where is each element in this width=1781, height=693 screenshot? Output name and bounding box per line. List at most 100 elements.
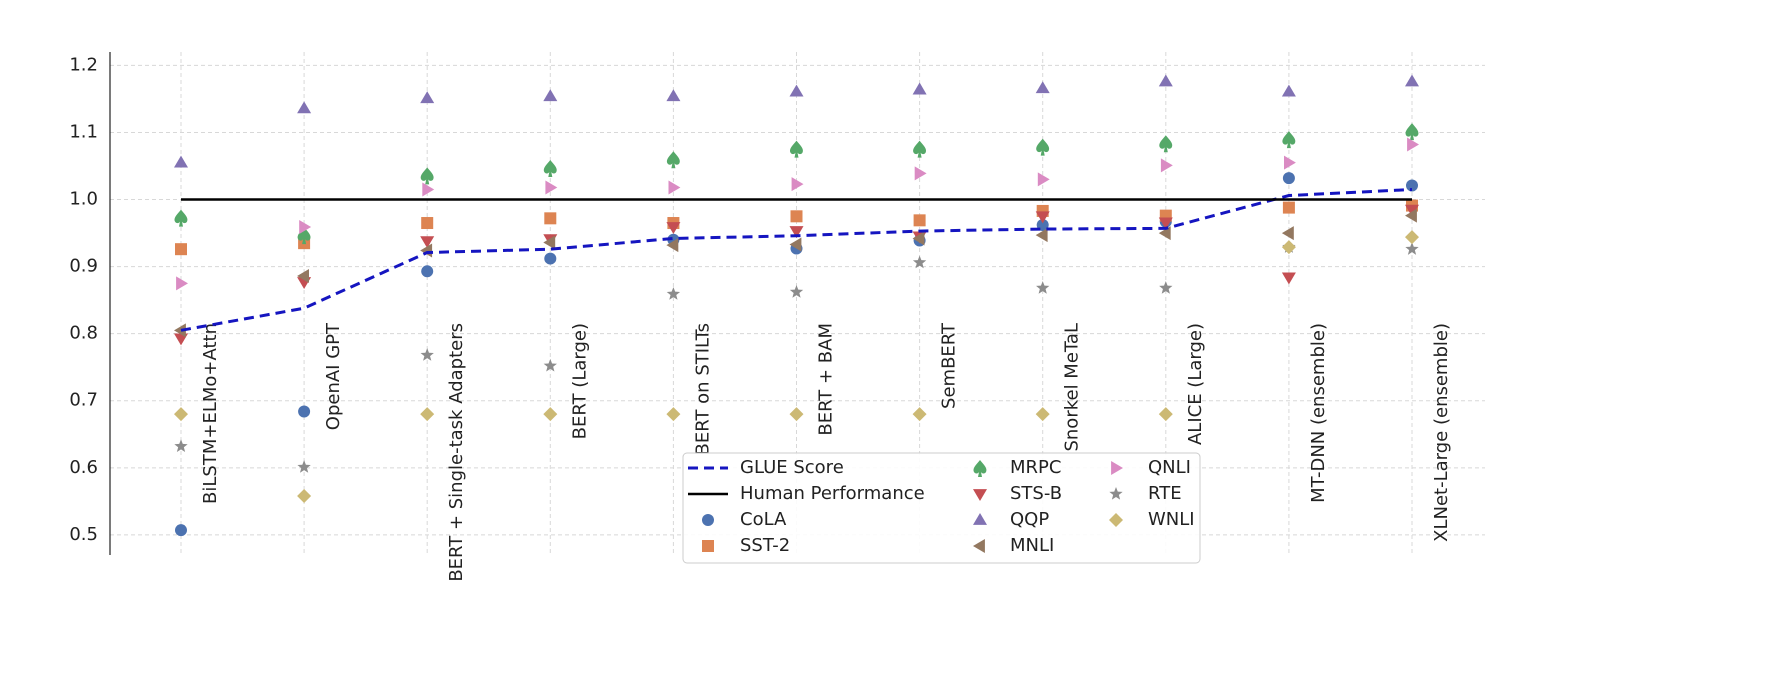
y-tick-label: 1.2 bbox=[69, 54, 98, 75]
marker bbox=[1405, 208, 1417, 223]
marker bbox=[1035, 211, 1050, 224]
marker bbox=[297, 488, 312, 503]
marker bbox=[702, 514, 714, 526]
marker bbox=[973, 460, 987, 477]
x-tick-label: BiLSTM+ELMo+Attn bbox=[200, 323, 221, 504]
marker bbox=[1158, 74, 1173, 87]
y-tick-label: 1.0 bbox=[69, 189, 98, 210]
marker bbox=[421, 265, 434, 278]
x-tick-label: SemBERT bbox=[939, 322, 960, 409]
marker bbox=[1281, 226, 1294, 241]
marker bbox=[1035, 228, 1048, 243]
marker bbox=[420, 91, 435, 104]
marker bbox=[1037, 172, 1050, 187]
marker bbox=[1405, 123, 1419, 141]
marker bbox=[666, 222, 681, 235]
series-line bbox=[180, 187, 1413, 332]
marker bbox=[545, 180, 558, 195]
legend-label: Human Performance bbox=[740, 483, 925, 504]
marker bbox=[420, 236, 435, 249]
legend-label: RTE bbox=[1148, 483, 1182, 504]
x-tick-label: ALICE (Large) bbox=[1185, 323, 1206, 445]
marker bbox=[1282, 172, 1295, 185]
y-tick-label: 0.6 bbox=[69, 457, 98, 478]
marker bbox=[1035, 81, 1050, 94]
legend-box bbox=[682, 452, 1201, 564]
marker bbox=[789, 237, 802, 252]
marker bbox=[1158, 226, 1171, 241]
x-tick-label: OpenAI GPT bbox=[323, 322, 344, 430]
marker bbox=[175, 524, 187, 537]
marker bbox=[1158, 217, 1173, 230]
y-tick-label: 1.1 bbox=[69, 121, 98, 142]
marker bbox=[666, 407, 681, 422]
marker bbox=[1111, 461, 1123, 475]
marker bbox=[297, 269, 309, 284]
y-tick-label: 0.7 bbox=[69, 390, 98, 411]
marker bbox=[299, 220, 312, 235]
marker bbox=[973, 489, 987, 501]
marker bbox=[543, 89, 558, 102]
marker bbox=[543, 358, 557, 372]
x-tick-label: MT-DNN (ensemble) bbox=[1308, 323, 1329, 503]
legend-label: CoLA bbox=[740, 509, 787, 530]
x-tick-label: BERT (Large) bbox=[569, 323, 590, 439]
marker bbox=[1281, 272, 1296, 285]
legend-label: WNLI bbox=[1148, 509, 1195, 530]
marker bbox=[790, 140, 803, 158]
marker bbox=[421, 217, 434, 230]
marker bbox=[544, 212, 557, 225]
legend-label: STS-B bbox=[1010, 483, 1062, 504]
marker bbox=[1109, 487, 1123, 500]
marker bbox=[666, 238, 679, 253]
marker bbox=[1281, 84, 1296, 97]
marker bbox=[420, 348, 434, 361]
marker bbox=[791, 177, 804, 192]
marker bbox=[789, 226, 804, 239]
marker bbox=[543, 407, 558, 422]
marker bbox=[422, 182, 435, 197]
marker bbox=[420, 407, 435, 422]
legend: GLUE Score Human Performance CoLA SST-2 MRPC… bbox=[682, 452, 1201, 564]
marker bbox=[1406, 179, 1418, 192]
marker bbox=[174, 407, 188, 422]
marker bbox=[1160, 158, 1173, 173]
legend-label: MRPC bbox=[1010, 457, 1061, 478]
marker bbox=[1159, 281, 1173, 294]
marker bbox=[1035, 407, 1050, 422]
x-tick-label: BERT on STILTs bbox=[692, 323, 713, 455]
y-tick-label: 0.9 bbox=[69, 256, 98, 277]
marker bbox=[1282, 201, 1295, 214]
marker bbox=[175, 243, 187, 256]
marker bbox=[176, 276, 188, 291]
marker bbox=[1284, 155, 1296, 170]
marker bbox=[420, 167, 434, 185]
marker bbox=[297, 460, 311, 473]
x-tick-label: BERT + BAM bbox=[816, 323, 837, 436]
marker bbox=[298, 405, 311, 418]
marker bbox=[174, 323, 186, 338]
marker bbox=[1109, 513, 1123, 527]
marker bbox=[789, 407, 804, 422]
x-tick-label: BERT + Single-task Adapters bbox=[446, 323, 467, 582]
marker bbox=[1036, 138, 1050, 156]
marker bbox=[912, 255, 927, 269]
marker bbox=[1036, 281, 1050, 294]
marker bbox=[789, 285, 804, 298]
marker bbox=[1159, 135, 1173, 153]
marker bbox=[912, 82, 927, 95]
marker bbox=[790, 210, 803, 223]
marker bbox=[668, 180, 681, 195]
marker bbox=[174, 155, 188, 168]
marker bbox=[666, 151, 680, 169]
marker bbox=[420, 243, 433, 258]
marker bbox=[789, 84, 804, 97]
marker bbox=[1281, 240, 1296, 255]
marker bbox=[973, 513, 987, 525]
marker bbox=[1407, 137, 1419, 152]
legend-label: QQP bbox=[1010, 509, 1049, 530]
marker bbox=[666, 287, 681, 300]
legend-label: GLUE Score bbox=[740, 457, 844, 478]
x-tick-label: XLNet-Large (ensemble) bbox=[1431, 323, 1452, 542]
